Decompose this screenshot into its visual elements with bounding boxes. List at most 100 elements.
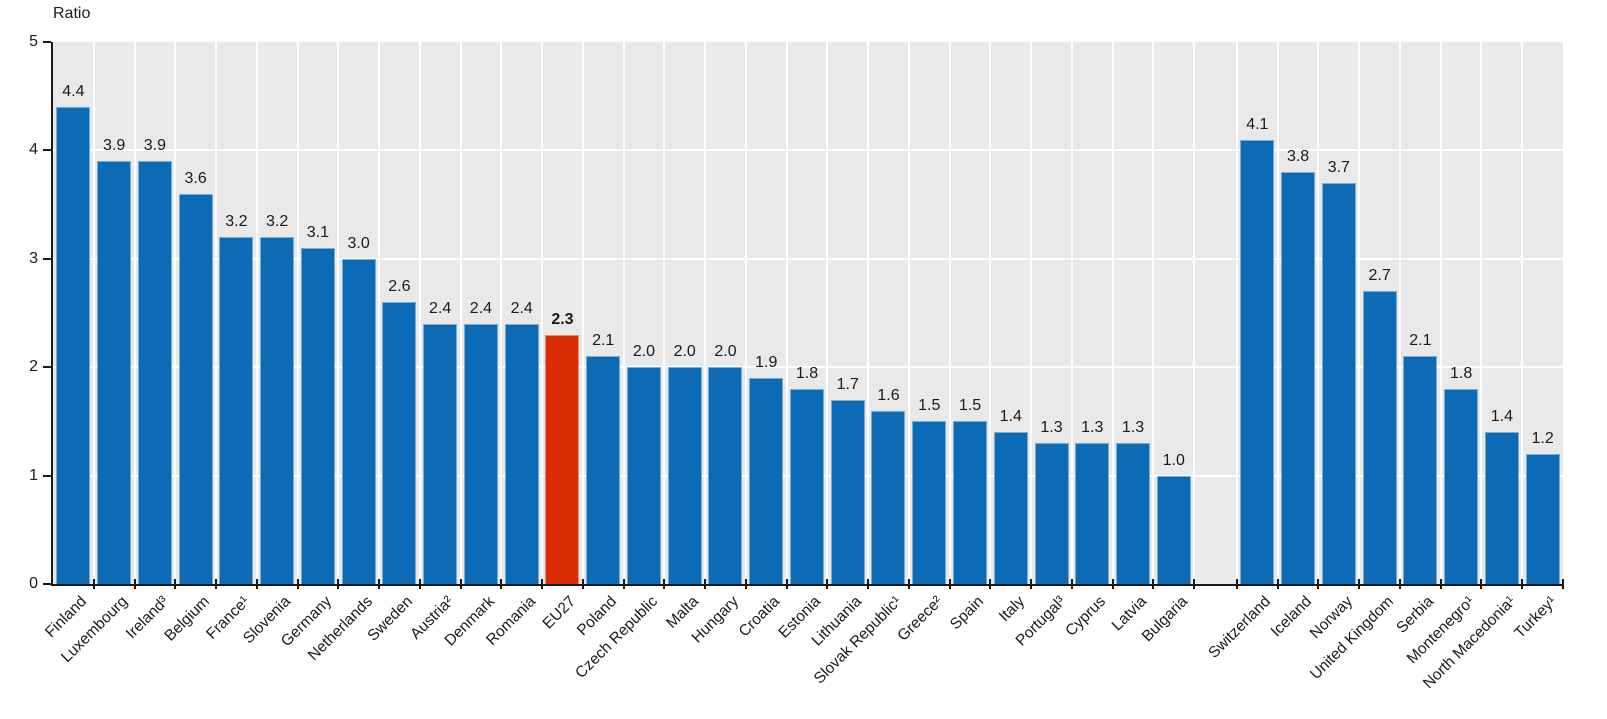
value-label-malta: 2.0 [673, 343, 696, 361]
value-label-latvia: 1.3 [1121, 419, 1145, 437]
value-label-sweden: 2.6 [388, 278, 411, 296]
column-separator [948, 42, 951, 584]
y-tick-mark [43, 366, 51, 369]
bar-belgium [178, 193, 213, 584]
y-axis-title: Ratio [53, 5, 91, 22]
value-label-italy: 1.4 [999, 408, 1022, 426]
y-tick-label-2: 2 [29, 358, 38, 376]
bar-austria- [423, 323, 458, 584]
column-separator [1235, 42, 1238, 584]
column-separator [663, 42, 666, 584]
value-label-austria-: 2.4 [429, 299, 452, 317]
value-label-bulgaria: 1.0 [1162, 451, 1185, 469]
value-label-denmark: 2.4 [469, 299, 493, 317]
y-tick-label-3: 3 [29, 249, 38, 267]
x-tick-label-iceland: Iceland [1267, 593, 1316, 641]
y-tick-label-0: 0 [29, 575, 38, 592]
bar-switzerland [1240, 139, 1275, 584]
bar-france- [219, 237, 254, 584]
value-label-united-kingdom: 2.7 [1368, 267, 1391, 285]
value-label-spain: 1.5 [958, 397, 982, 415]
bar-italy [993, 432, 1028, 584]
value-label-lithuania: 1.7 [836, 375, 859, 393]
gridline [53, 149, 1563, 152]
x-tick-label-switzerland: Switzerland [1205, 593, 1275, 662]
value-label-poland: 2.1 [592, 332, 615, 350]
bar-slovenia [260, 237, 295, 584]
column-separator [1439, 42, 1442, 584]
column-separator [1398, 42, 1401, 584]
value-label-hungary: 2.0 [714, 343, 737, 361]
bar-greece- [912, 421, 947, 584]
column-separator [1193, 42, 1196, 584]
column-separator [500, 42, 503, 584]
x-tick-label-spain: Spain [946, 593, 988, 634]
bar-hungary [708, 367, 743, 584]
bar-czech-republic [626, 367, 661, 584]
column-separator [1111, 42, 1114, 584]
y-tick-label-1: 1 [29, 466, 38, 484]
bar-ireland- [137, 161, 172, 584]
plot-area: 4.4 Finland 3.9 Luxembourg 3.9 Ireland³ 3.6 Bel… [42, 42, 1564, 692]
column-separator [581, 42, 584, 584]
column-separator [541, 42, 544, 584]
bar-poland [586, 356, 621, 584]
y-axis-line [51, 42, 53, 586]
column-separator [337, 42, 340, 584]
value-label-netherlands: 3.0 [347, 234, 370, 252]
bar-lithuania [830, 399, 865, 584]
column-separator [296, 42, 299, 584]
bar-montenegro- [1444, 388, 1479, 584]
bar-malta [667, 367, 702, 584]
value-label-slovak-republic-: 1.6 [877, 386, 900, 404]
column-separator [785, 42, 788, 584]
column-separator [1070, 42, 1073, 584]
column-separator [867, 42, 870, 584]
bar-luxembourg [97, 161, 132, 584]
x-tick-label-turkey-: Turkey¹ [1510, 593, 1560, 642]
value-label-germany: 3.1 [306, 223, 330, 241]
gridline [53, 366, 1563, 369]
value-label-croatia: 1.9 [755, 354, 778, 372]
column-separator [215, 42, 218, 584]
bar-serbia [1403, 356, 1438, 584]
bar-portugal- [1034, 443, 1069, 584]
column-separator [1480, 42, 1483, 584]
value-label-france-: 3.2 [225, 213, 248, 231]
value-label-luxembourg: 3.9 [103, 137, 126, 155]
value-label-slovenia: 3.2 [266, 213, 289, 231]
bar-denmark [463, 323, 498, 584]
bar-north-macedonia- [1484, 432, 1519, 584]
column-separator [133, 42, 136, 584]
bar-estonia [789, 388, 824, 584]
y-tick-mark [43, 257, 51, 260]
bar-slovak-republic- [871, 410, 906, 584]
column-separator [907, 42, 910, 584]
x-axis-line [51, 584, 1563, 586]
column-separator [1317, 42, 1320, 584]
value-label-north-macedonia-: 1.4 [1490, 408, 1513, 426]
value-label-estonia: 1.8 [795, 364, 819, 382]
bar-romania [504, 323, 539, 584]
y-tick-mark [43, 41, 51, 43]
bar-netherlands [341, 258, 376, 584]
value-label-greece-: 1.5 [918, 397, 941, 415]
column-separator [744, 42, 747, 584]
bar-sweden [382, 302, 417, 584]
value-label-montenegro-: 1.8 [1449, 364, 1473, 382]
bar-spain [953, 421, 987, 584]
column-separator [1276, 42, 1279, 584]
value-label-finland: 4.4 [62, 83, 85, 101]
value-label-belgium: 3.6 [184, 169, 207, 187]
bar-iceland [1281, 172, 1316, 584]
column-separator [459, 42, 462, 584]
column-separator [174, 42, 177, 584]
value-label-serbia: 2.1 [1409, 332, 1432, 350]
column-separator [826, 42, 829, 584]
bar-croatia [749, 378, 784, 584]
x-tick-label-cyprus: Cyprus [1062, 593, 1110, 640]
bar-cyprus [1075, 443, 1110, 584]
y-tick-mark [43, 474, 51, 477]
y-tick-mark [43, 149, 51, 152]
